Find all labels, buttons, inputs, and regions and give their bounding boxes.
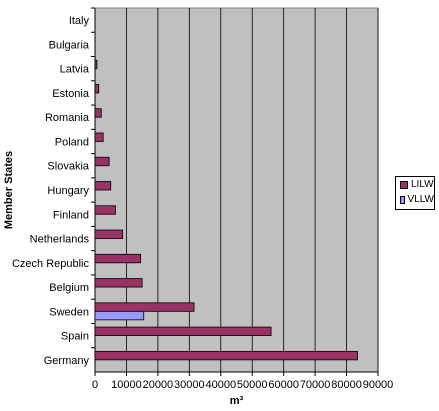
category-label: Italy [69,15,90,27]
bar-lilw [94,84,100,94]
category-label: Finland [53,209,89,221]
legend-swatch-vllw [400,195,405,204]
category-label: Estonia [52,88,90,100]
category-label: Hungary [47,185,89,197]
x-tick-label: 60000 [268,379,299,391]
bar-lilw [94,350,358,361]
category-label: Germany [44,355,90,367]
bar-lilw [94,253,141,264]
category-label: Netherlands [30,234,90,246]
legend-item-lilw: LILW [396,177,434,192]
bar-lilw [94,229,124,239]
bar-lilw [94,132,104,142]
x-tick-labels: 0 10000 20000 30000 40000 50000 60000 70000 8000… [92,379,393,391]
category-label: Belgium [49,282,89,294]
bar-lilw [94,181,112,191]
category-label: Latvia [60,64,90,76]
category-label: Romania [45,112,90,124]
legend-item-vllw: VLLW [396,192,434,207]
category-label: Slovakia [47,161,89,173]
bar-lilw [94,59,98,70]
x-tick-label: 80000 [331,379,362,391]
x-tick-label: 40000 [205,379,236,391]
x-tick-label: 90000 [363,379,394,391]
x-tick-label: 20000 [143,379,174,391]
bar-lilw [94,302,195,312]
bar-lilw [94,326,272,337]
x-axis-title: m³ [230,395,244,407]
category-label: Spain [61,331,89,343]
x-tick-label: 30000 [174,379,205,391]
category-label: Poland [55,136,89,148]
category-label: Bulgaria [49,39,90,51]
x-tick-label: 50000 [237,379,268,391]
bar-lilw [94,108,102,118]
category-label: Czech Republic [12,258,90,270]
x-tick-label: 70000 [300,379,331,391]
bar-lilw [94,156,110,167]
category-labels: Italy Bulgaria Latvia Estonia Romania Poland S… [12,7,95,367]
legend: LILW VLLW [395,176,435,210]
bar-vllw [94,310,145,321]
legend-swatch-lilw [400,180,408,189]
category-label: Sweden [49,306,89,318]
bar-lilw [94,278,143,288]
x-tick-label: 10000 [111,379,142,391]
bar-lilw [94,205,116,215]
x-tick-label: 0 [92,379,98,391]
bars [94,59,358,361]
legend-label-lilw: LILW [411,178,434,190]
y-axis-title: Member States [3,151,15,229]
legend-label-vllw: VLLW [407,193,435,205]
